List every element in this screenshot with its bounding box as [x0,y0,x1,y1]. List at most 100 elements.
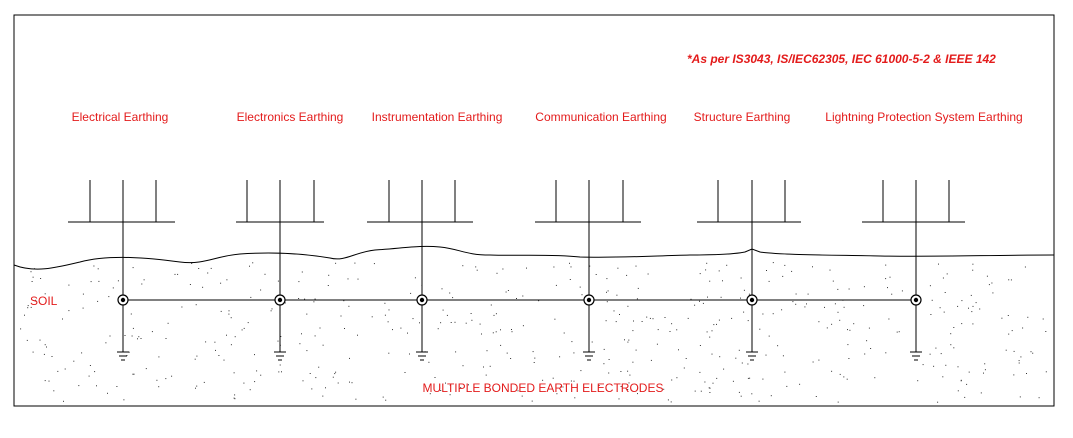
soil-speck [542,379,544,381]
soil-speck [82,293,84,295]
soil-speck [743,311,745,313]
soil-speck [165,338,167,339]
soil-speck [772,262,774,264]
soil-speck [319,327,321,329]
soil-speck [419,322,420,324]
soil-speck [203,381,205,383]
soil-speck [486,350,488,352]
soil-speck [210,267,212,269]
soil-speck [1020,356,1022,358]
soil-speck [975,302,977,304]
soil-speck [234,394,236,396]
soil-speck [455,351,457,353]
soil-speck [591,341,593,343]
soil-speck [454,321,456,323]
soil-speck [720,296,722,298]
soil-speck [617,267,619,269]
soil-speck [807,293,809,295]
soil-speck [96,385,97,387]
soil-speck [311,388,313,390]
soil-speck [325,387,326,389]
soil-speck [195,387,196,389]
soil-speck [570,266,572,268]
soil-speck [280,336,282,337]
soil-speck [355,398,357,400]
soil-speck [740,277,742,279]
soil-speck [1019,396,1021,398]
soil-speck [302,380,304,382]
soil-speck [43,353,45,355]
soil-speck [243,382,245,384]
soil-speck [929,285,931,287]
soil-speck [205,341,207,343]
system-label: Communication Earthing [535,110,666,124]
soil-speck [699,371,701,373]
soil-speck [167,322,169,324]
soil-speck [502,268,504,270]
soil-speck [795,293,797,295]
soil-speck [986,275,988,277]
soil-speck [233,372,235,374]
soil-speck [747,363,749,365]
soil-speck [1045,331,1047,332]
soil-speck [731,317,733,319]
ground-icon [583,351,595,361]
soil-speck [511,331,513,333]
soil-speck [475,266,477,268]
soil-speck [384,302,386,304]
soil-speck [831,323,833,325]
soil-speck [196,385,198,387]
soil-speck [327,285,329,286]
soil-speck [90,281,92,283]
system-label: Structure Earthing [694,110,791,124]
soil-speck [279,364,281,366]
soil-speck [627,341,629,343]
soil-speck [429,393,431,395]
bond-node-dot [749,297,755,303]
soil-speck [450,322,452,323]
soil-speck [526,267,527,269]
soil-speck [656,343,658,345]
soil-speck [521,395,523,397]
soil-speck [449,384,451,386]
soil-speck [82,307,84,309]
soil-speck [357,334,358,336]
soil-speck [412,318,414,320]
soil-speck [1008,333,1010,335]
soil-speck [812,361,814,363]
soil-speck [938,263,939,265]
soil-speck [834,303,836,305]
soil-speck [888,318,890,320]
soil-speck [344,328,345,329]
soil-speck [145,368,147,370]
soil-speck [400,327,402,329]
soil-speck [31,281,33,282]
soil-speck [837,288,839,290]
soil-speck [39,339,41,341]
soil-speck [719,356,721,358]
soil-speck [772,313,774,315]
soil-speck [699,300,700,302]
soil-speck [98,280,100,282]
soil-speck [847,344,849,346]
soil-speck [132,373,134,375]
soil-speck [792,301,794,303]
soil-speck [706,331,708,333]
soil-speck [748,293,750,295]
soil-speck [762,313,764,315]
soil-speck [301,271,303,273]
soil-speck [953,347,955,349]
soil-speck [32,276,34,278]
soil-speck [449,292,451,294]
soil-speck [177,273,179,275]
soil-speck [709,392,711,393]
soil-speck [940,353,942,355]
soil-speck [507,290,509,291]
soil-speck [723,368,725,370]
soil-speck [988,284,990,286]
soil-speck [627,370,629,372]
soil-speck [563,332,565,334]
soil-speck [256,370,258,372]
soil-speck [228,310,230,312]
soil-speck [946,273,948,275]
